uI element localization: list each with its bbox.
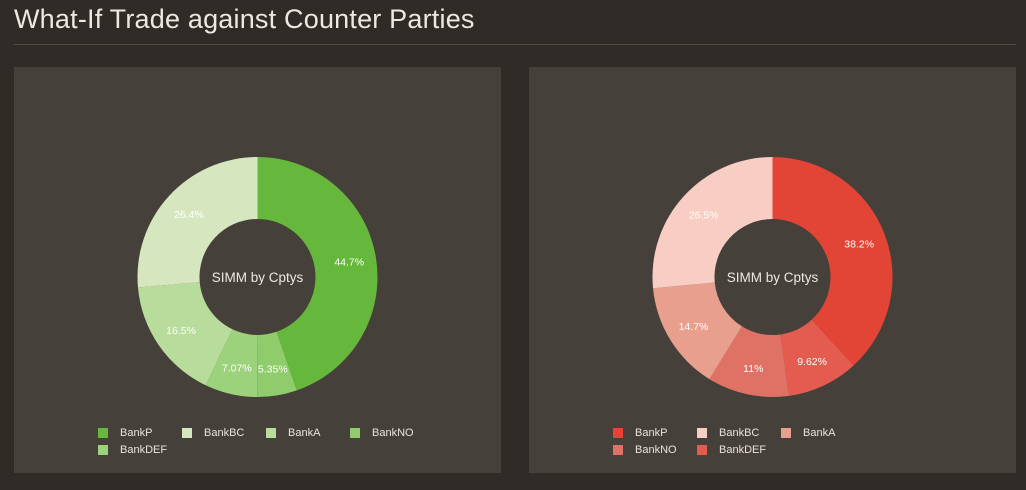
slice-label-bankdef: 7.07% <box>222 363 252 375</box>
legend-label: BankDEF <box>719 444 767 456</box>
slice-bankbc[interactable] <box>137 157 258 288</box>
legend-label: BankA <box>803 427 836 439</box>
chart-panel-left: 44.7% 5.35% 7.07% 16.5% 26.4% SIMM by Cptys B… <box>14 67 501 473</box>
slice-label-banka: 14.7% <box>679 321 709 333</box>
donut-chart-right: 38.2% 9.62% 11% 14.7% 26.5% SIMM by Cptys <box>652 157 893 397</box>
legend-item-bankno[interactable]: BankNO <box>613 442 677 458</box>
slice-label-bankbc: 26.5% <box>689 209 719 221</box>
legend-label: BankP <box>635 427 668 439</box>
slice-label-bankno: 5.35% <box>258 364 288 376</box>
center-label: SIMM by Cptys <box>212 270 304 285</box>
slice-bankbc[interactable] <box>652 157 773 289</box>
legend-swatch <box>697 428 707 438</box>
legend-label: BankNO <box>372 427 414 439</box>
legend-swatch <box>182 428 192 438</box>
center-label: SIMM by Cptys <box>727 270 819 285</box>
legend-label: BankP <box>120 427 153 439</box>
legend-item-bankdef[interactable]: BankDEF <box>697 442 766 458</box>
slice-label-bankno: 11% <box>743 363 763 375</box>
slice-banka[interactable] <box>137 282 233 386</box>
legend-swatch <box>697 445 707 455</box>
legend-swatch <box>98 445 108 455</box>
slice-label-bankp: 38.2% <box>844 238 874 250</box>
legend-label: BankDEF <box>120 444 168 456</box>
slice-banka[interactable] <box>653 282 743 380</box>
slice-bankdef[interactable] <box>780 319 854 396</box>
slice-bankdef[interactable] <box>205 329 258 397</box>
slice-bankp[interactable] <box>257 157 378 391</box>
legend-label: BankA <box>288 427 321 439</box>
legend-swatch <box>613 428 623 438</box>
donut-chart-left: 44.7% 5.35% 7.07% 16.5% 26.4% SIMM by Cptys <box>137 157 378 397</box>
legend-item-bankbc[interactable]: BankBC <box>697 425 759 441</box>
legend-swatch <box>266 428 276 438</box>
legend-item-banka[interactable]: BankA <box>781 425 835 441</box>
legend-item-banka[interactable]: BankA <box>266 425 320 441</box>
slice-label-bankbc: 26.4% <box>174 209 204 221</box>
legend-swatch <box>350 428 360 438</box>
legend-item-bankno[interactable]: BankNO <box>350 425 414 441</box>
legend-label: BankBC <box>204 427 245 439</box>
legend-item-bankbc[interactable]: BankBC <box>182 425 244 441</box>
legend-swatch <box>98 428 108 438</box>
slice-label-bankdef: 9.62% <box>797 356 827 368</box>
legend-label: BankBC <box>719 427 760 439</box>
legend-swatch <box>613 445 623 455</box>
slice-label-banka: 16.5% <box>166 325 196 337</box>
slice-bankno[interactable] <box>257 331 297 397</box>
legend-label: BankNO <box>635 444 677 456</box>
slice-bankno[interactable] <box>709 326 789 397</box>
legend-item-bankdef[interactable]: BankDEF <box>98 442 167 458</box>
legend-item-bankp[interactable]: BankP <box>613 425 667 441</box>
slice-bankp[interactable] <box>772 157 893 366</box>
page-title: What-If Trade against Counter Parties <box>14 4 475 34</box>
slice-label-bankp: 44.7% <box>334 257 364 269</box>
chart-panel-right: 38.2% 9.62% 11% 14.7% 26.5% SIMM by Cptys Ban… <box>529 67 1016 473</box>
title-divider <box>14 44 1016 45</box>
legend-swatch <box>781 428 791 438</box>
legend-item-bankp[interactable]: BankP <box>98 425 152 441</box>
